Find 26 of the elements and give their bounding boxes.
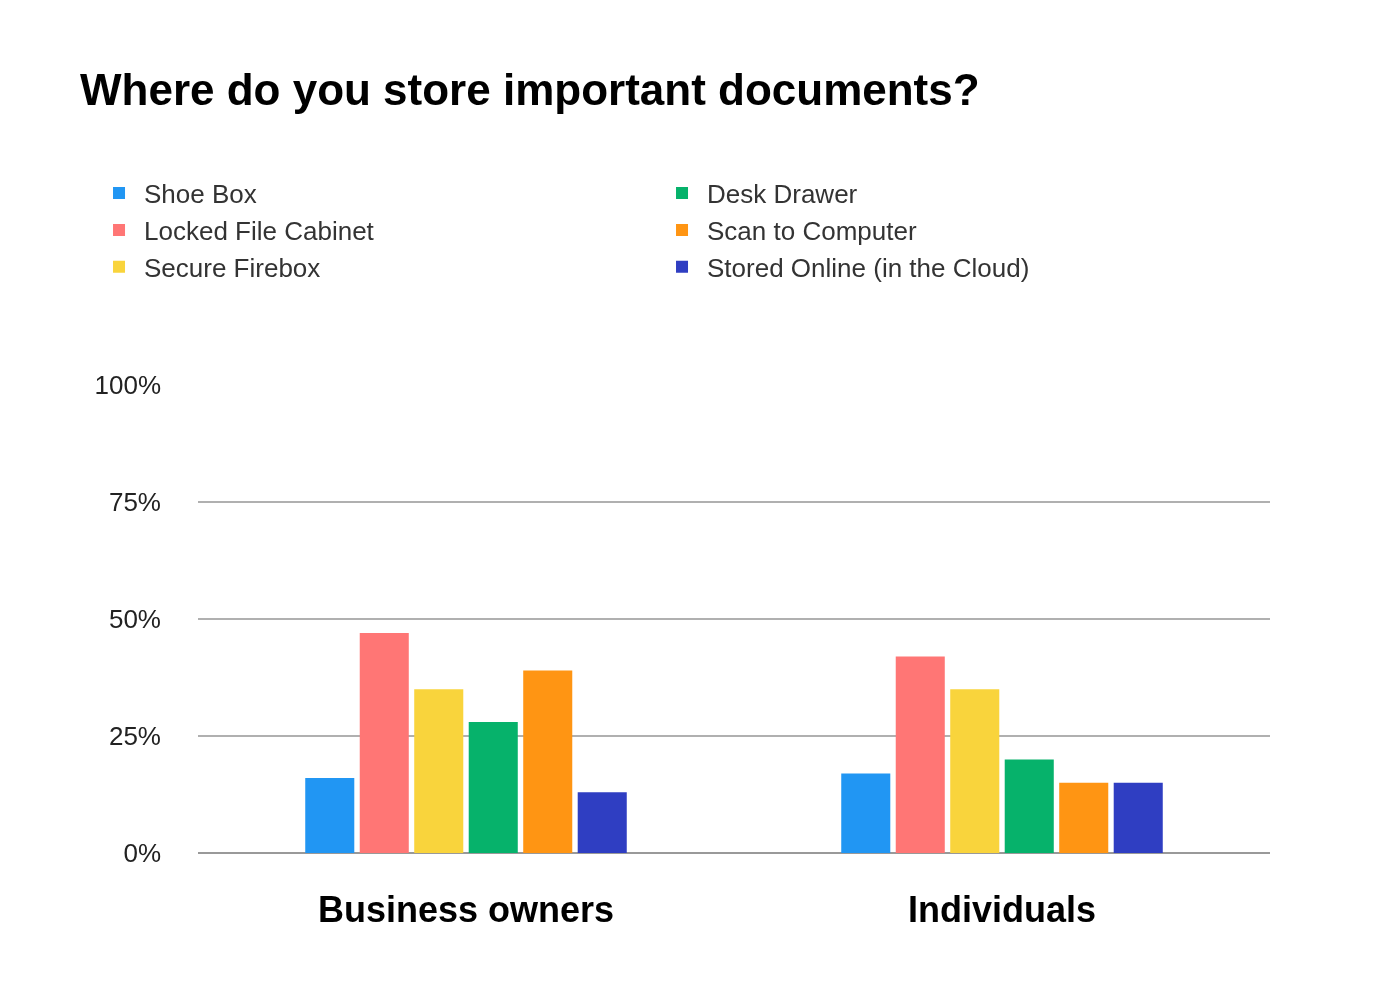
bar — [1004, 759, 1054, 853]
bar — [1113, 782, 1163, 853]
legend-label: Secure Firebox — [144, 252, 321, 283]
bar — [950, 689, 1000, 853]
legend-label: Scan to Computer — [707, 216, 917, 247]
x-tick-label: Individuals — [907, 889, 1097, 930]
bar — [1059, 782, 1109, 853]
bar — [895, 656, 945, 853]
y-tick-label: 75% — [108, 487, 161, 518]
bar — [305, 778, 355, 853]
bar — [577, 792, 627, 853]
y-tick-label: 50% — [108, 604, 161, 635]
legend-label: Stored Online (in the Cloud) — [707, 252, 1030, 283]
bar — [841, 773, 891, 853]
chart-title: Where do you store important documents? — [80, 65, 980, 115]
bar — [414, 689, 464, 853]
x-tick-label: Business owners — [317, 889, 615, 930]
y-tick-label: 25% — [108, 721, 161, 752]
bar — [523, 670, 573, 853]
bar — [468, 721, 518, 853]
y-tick-label: 100% — [94, 370, 161, 401]
bar — [359, 633, 409, 853]
legend-label: Shoe Box — [144, 179, 257, 210]
legend-label: Locked File Cabinet — [144, 216, 375, 247]
legend-label: Desk Drawer — [707, 179, 858, 210]
y-tick-label: 0% — [123, 838, 161, 869]
